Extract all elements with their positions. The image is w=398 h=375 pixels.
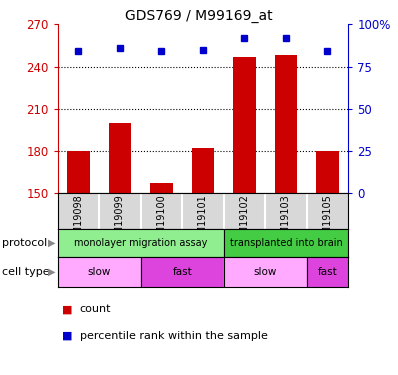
Text: ▶: ▶ <box>48 238 55 248</box>
Bar <box>150 183 173 193</box>
Text: GSM19105: GSM19105 <box>322 194 332 247</box>
Text: GSM19103: GSM19103 <box>281 194 291 247</box>
Text: cell type: cell type <box>2 267 50 277</box>
Bar <box>58 257 141 287</box>
Text: count: count <box>80 304 111 314</box>
Bar <box>67 151 90 193</box>
Text: ▶: ▶ <box>48 267 55 277</box>
Text: fast: fast <box>318 267 338 277</box>
Bar <box>316 151 339 193</box>
Bar <box>275 56 297 193</box>
Text: GDS769 / M99169_at: GDS769 / M99169_at <box>125 9 273 23</box>
Text: percentile rank within the sample: percentile rank within the sample <box>80 331 267 340</box>
Text: fast: fast <box>172 267 192 277</box>
Bar <box>224 257 307 287</box>
Text: monolayer migration assay: monolayer migration assay <box>74 238 207 248</box>
Text: GSM19100: GSM19100 <box>156 194 166 247</box>
Bar <box>141 257 224 287</box>
Text: ■: ■ <box>62 331 72 340</box>
Bar <box>307 257 348 287</box>
Bar <box>109 123 131 193</box>
Bar <box>191 148 215 193</box>
Bar <box>58 229 224 257</box>
Text: transplanted into brain: transplanted into brain <box>230 238 342 248</box>
Text: GSM19102: GSM19102 <box>240 194 250 247</box>
Text: ■: ■ <box>62 304 72 314</box>
Text: GSM19099: GSM19099 <box>115 194 125 247</box>
Bar <box>224 229 348 257</box>
Bar <box>233 57 256 193</box>
Text: slow: slow <box>88 267 111 277</box>
Text: GSM19098: GSM19098 <box>74 194 84 247</box>
Text: GSM19101: GSM19101 <box>198 194 208 247</box>
Text: protocol: protocol <box>2 238 47 248</box>
Text: slow: slow <box>254 267 277 277</box>
